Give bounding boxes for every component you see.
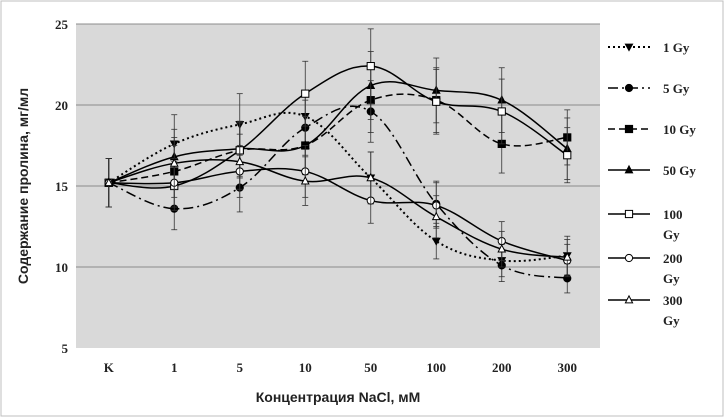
legend-marker (624, 43, 634, 52)
data-point (497, 107, 506, 116)
data-point (104, 177, 114, 187)
y-axis-label: Содержание пролина, мг/мл (15, 88, 31, 284)
series-line (108, 167, 568, 262)
x-tick-label: 50 (364, 360, 377, 375)
legend-label: 100 (663, 207, 683, 222)
legend-label-continued: Gy (663, 227, 680, 242)
data-point (235, 156, 245, 166)
legend-item: 5 Gy (608, 81, 690, 96)
x-tick-label: 300 (558, 360, 578, 375)
legend-marker (624, 209, 634, 219)
data-point (431, 211, 441, 221)
legend: 1 Gy 5 Gy 10 Gy 50 Gy 100 Gy 200 Gy 300 Gy (608, 40, 696, 328)
legend-item: 1 Gy (608, 40, 690, 55)
series-layer (104, 28, 572, 294)
legend-label: 5 Gy (663, 81, 690, 96)
x-tick-label: 200 (492, 360, 512, 375)
legend-item: 100 Gy (608, 207, 683, 242)
x-tick-label: 10 (299, 360, 312, 375)
y-tick-label: 20 (55, 98, 68, 113)
legend-item: 300 Gy (608, 293, 683, 328)
data-point (301, 89, 310, 98)
series-line (108, 159, 568, 259)
data-point (497, 243, 507, 253)
y-tick-label: 15 (55, 179, 69, 194)
legend-label: 1 Gy (663, 40, 690, 55)
legend-item: 10 Gy (608, 122, 696, 137)
legend-marker (624, 253, 634, 263)
legend-label-continued: Gy (663, 271, 680, 286)
legend-label: 10 Gy (663, 122, 696, 137)
x-tick-label: 1 (171, 360, 178, 375)
legend-label: 50 Gy (663, 163, 696, 178)
series-line (108, 65, 568, 189)
legend-marker (624, 83, 634, 93)
x-tick-label: 5 (237, 360, 244, 375)
x-axis-label: Концентрация NaCl, мМ (256, 389, 421, 405)
legend-marker (624, 164, 634, 174)
legend-label: 200 (663, 251, 683, 266)
legend-label: 300 (663, 293, 683, 308)
legend-marker (624, 294, 634, 304)
data-point (562, 252, 572, 261)
x-tick-label: 100 (427, 360, 447, 375)
legend-marker (624, 124, 634, 134)
y-tick-labels: 5 10 15 20 25 (55, 17, 69, 356)
data-point (563, 151, 572, 160)
legend-item: 200 Gy (608, 251, 683, 286)
data-point (366, 62, 375, 71)
series-300-gy (104, 133, 572, 276)
data-point (432, 97, 441, 106)
y-tick-label: 10 (55, 260, 68, 275)
y-tick-label: 25 (55, 17, 69, 32)
data-point (169, 158, 179, 167)
series-line (108, 111, 568, 263)
x-tick-label: K (104, 360, 115, 375)
data-point (300, 175, 310, 185)
series-line (108, 93, 568, 184)
x-tick-labels: K 1 5 10 50 100 200 300 (104, 360, 577, 375)
data-point (366, 172, 376, 182)
legend-label-continued: Gy (663, 313, 680, 328)
legend-item: 50 Gy (608, 163, 696, 178)
y-tick-label: 5 (62, 341, 69, 356)
